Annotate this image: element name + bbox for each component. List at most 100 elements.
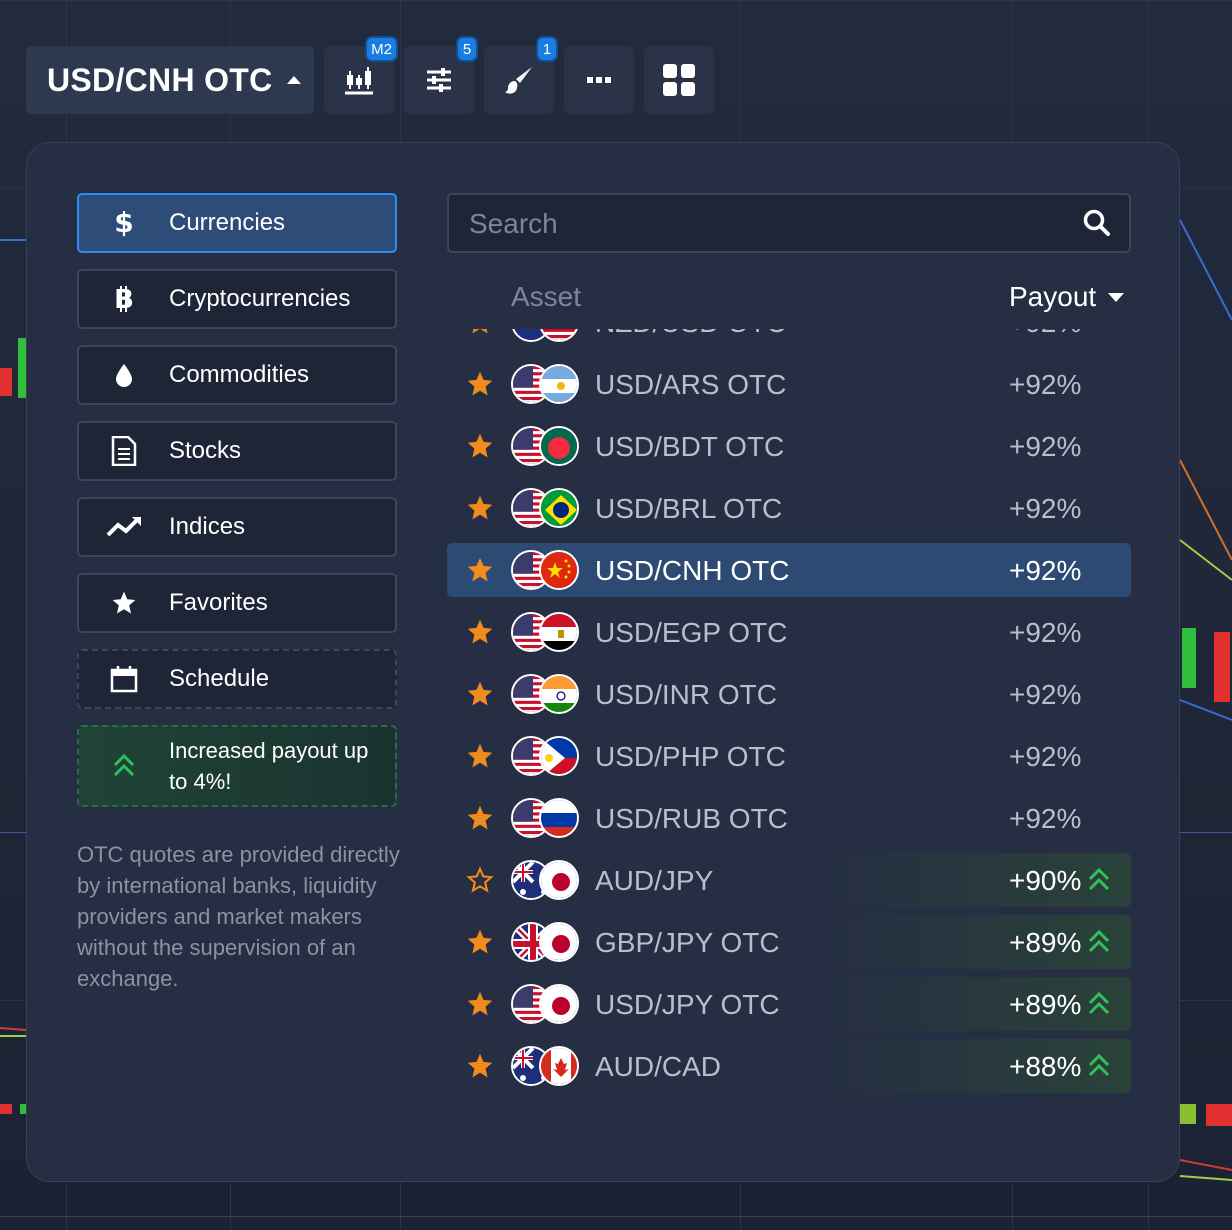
star-filled-icon[interactable] [466, 804, 494, 837]
category-label: Schedule [169, 665, 270, 692]
asset-row[interactable]: USD/PHP OTC +92% [447, 729, 1131, 783]
currency-flags [511, 329, 581, 342]
currency-flags [511, 798, 581, 838]
star-filled-icon[interactable] [466, 556, 494, 589]
category-schedule[interactable]: Schedule [77, 649, 397, 709]
ca-flag-icon [539, 1046, 579, 1086]
star-filled-icon[interactable] [466, 928, 494, 961]
currency-flags [511, 984, 581, 1024]
grid-line [0, 0, 1232, 1]
more-button[interactable] [564, 46, 634, 114]
asset-row[interactable]: USD/CNH OTC +92% [447, 543, 1131, 597]
category-label: Favorites [169, 589, 268, 616]
layout-button[interactable] [644, 46, 714, 114]
asset-row[interactable]: USD/INR OTC +92% [447, 667, 1131, 721]
currency-flags [511, 364, 581, 404]
star-filled-icon[interactable] [466, 618, 494, 651]
promo-label: Increased payout up to 4%! [169, 738, 369, 794]
asset-row[interactable]: USD/ARS OTC +92% [447, 357, 1131, 411]
category-label: Stocks [169, 437, 242, 464]
indicators-button[interactable]: 5 [404, 36, 478, 114]
currency-flags [511, 488, 581, 528]
payout-sort-header[interactable]: Payout [1009, 281, 1125, 313]
br-flag-icon [539, 488, 579, 528]
asset-row[interactable]: USD/RUB OTC +92% [447, 791, 1131, 845]
asset-payout: +88% [1009, 1051, 1082, 1082]
increased-payout-banner[interactable]: Increased payout up to 4%! [77, 725, 397, 807]
drop-icon [79, 363, 169, 387]
asset-name: USD/INR OTC [595, 679, 777, 710]
dollar-icon: $ [79, 208, 169, 238]
eg-flag-icon [539, 612, 579, 652]
payout-boost-icon [1087, 1053, 1111, 1084]
star-filled-icon[interactable] [466, 494, 494, 527]
ph-flag-icon [539, 736, 579, 776]
currency-flags [511, 674, 581, 714]
category-label: Indices [169, 513, 246, 540]
asset-payout: +92% [1009, 493, 1082, 524]
payout-boost-icon [1087, 929, 1111, 960]
us-flag-icon [511, 798, 551, 838]
asset-payout: +92% [1009, 431, 1082, 462]
asset-payout: +92% [1009, 555, 1082, 586]
search-box[interactable] [447, 193, 1131, 253]
asset-row[interactable]: USD/JPY OTC +89% [447, 977, 1131, 1031]
star-filled-icon[interactable] [466, 432, 494, 465]
asset-payout: +92% [1009, 329, 1081, 339]
ar-flag-icon [539, 364, 579, 404]
asset-name: AUD/CAD [595, 1051, 722, 1082]
category-commodities[interactable]: Commodities [77, 345, 397, 405]
asset-row[interactable]: AUD/JPY +90% [447, 853, 1131, 907]
search-icon[interactable] [1083, 209, 1111, 237]
asset-name: USD/BRL OTC [595, 493, 783, 524]
asset-row[interactable]: USD/BDT OTC +92% [447, 419, 1131, 473]
asset-name: NZD/USD OTC [595, 329, 786, 339]
asset-name: USD/BDT OTC [595, 431, 785, 462]
star-filled-icon[interactable] [466, 329, 494, 341]
currency-flags [511, 860, 581, 900]
asset-name: USD/CNH OTC [595, 555, 790, 586]
drawings-count-badge: 1 [536, 36, 558, 62]
drawings-button[interactable]: 1 [484, 36, 558, 114]
category-currencies[interactable]: $ Currencies [77, 193, 397, 253]
chart-type-button[interactable]: M2 [324, 36, 398, 114]
asset-row[interactable]: USD/BRL OTC +92% [447, 481, 1131, 535]
asset-payout: +92% [1009, 369, 1082, 400]
star-filled-icon[interactable] [466, 990, 494, 1023]
asset-row[interactable]: USD/EGP OTC +92% [447, 605, 1131, 659]
payout-boost-icon [1087, 991, 1111, 1022]
search-input[interactable] [449, 195, 1071, 253]
jp-flag-icon [539, 860, 579, 900]
asset-selector-button[interactable]: USD/CNH OTC [26, 46, 314, 114]
currency-flags [511, 426, 581, 466]
star-filled-icon[interactable] [466, 370, 494, 403]
in-flag-icon [539, 674, 579, 714]
star-filled-icon[interactable] [466, 680, 494, 713]
bitcoin-icon: B [79, 284, 169, 314]
asset-row[interactable]: NZD/USD OTC +92% [447, 329, 1131, 349]
asset-row[interactable]: GBP/JPY OTC +89% [447, 915, 1131, 969]
grid-layout-icon [663, 64, 695, 96]
asset-name: GBP/JPY OTC [595, 927, 780, 958]
ru-flag-icon [539, 798, 579, 838]
star-filled-icon[interactable] [466, 1052, 494, 1085]
category-label: Commodities [169, 361, 310, 388]
category-favorites[interactable]: Favorites [77, 573, 397, 633]
grid-line [0, 1216, 1232, 1217]
asset-list: NZD/USD OTC+92%USD/ARS OTC+92%USD/BDT OT… [447, 329, 1131, 1131]
payout-boost-icon [1087, 867, 1111, 898]
currency-flags [511, 612, 581, 652]
currency-flags [511, 736, 581, 776]
star-outline-icon[interactable] [466, 866, 494, 899]
asset-selector-label: USD/CNH OTC [47, 61, 273, 98]
asset-payout: +92% [1009, 803, 1082, 834]
category-indices[interactable]: Indices [77, 497, 397, 557]
svg-text:$: $ [114, 208, 133, 238]
asset-picker-panel: $ Currencies B Cryptocurrencies Commodit… [26, 142, 1180, 1182]
asset-row[interactable]: AUD/CAD +88% [447, 1039, 1131, 1093]
star-filled-icon[interactable] [466, 742, 494, 775]
timeframe-badge: M2 [365, 36, 398, 62]
us-flag-icon [511, 488, 551, 528]
category-stocks[interactable]: Stocks [77, 421, 397, 481]
category-cryptocurrencies[interactable]: B Cryptocurrencies [77, 269, 397, 329]
